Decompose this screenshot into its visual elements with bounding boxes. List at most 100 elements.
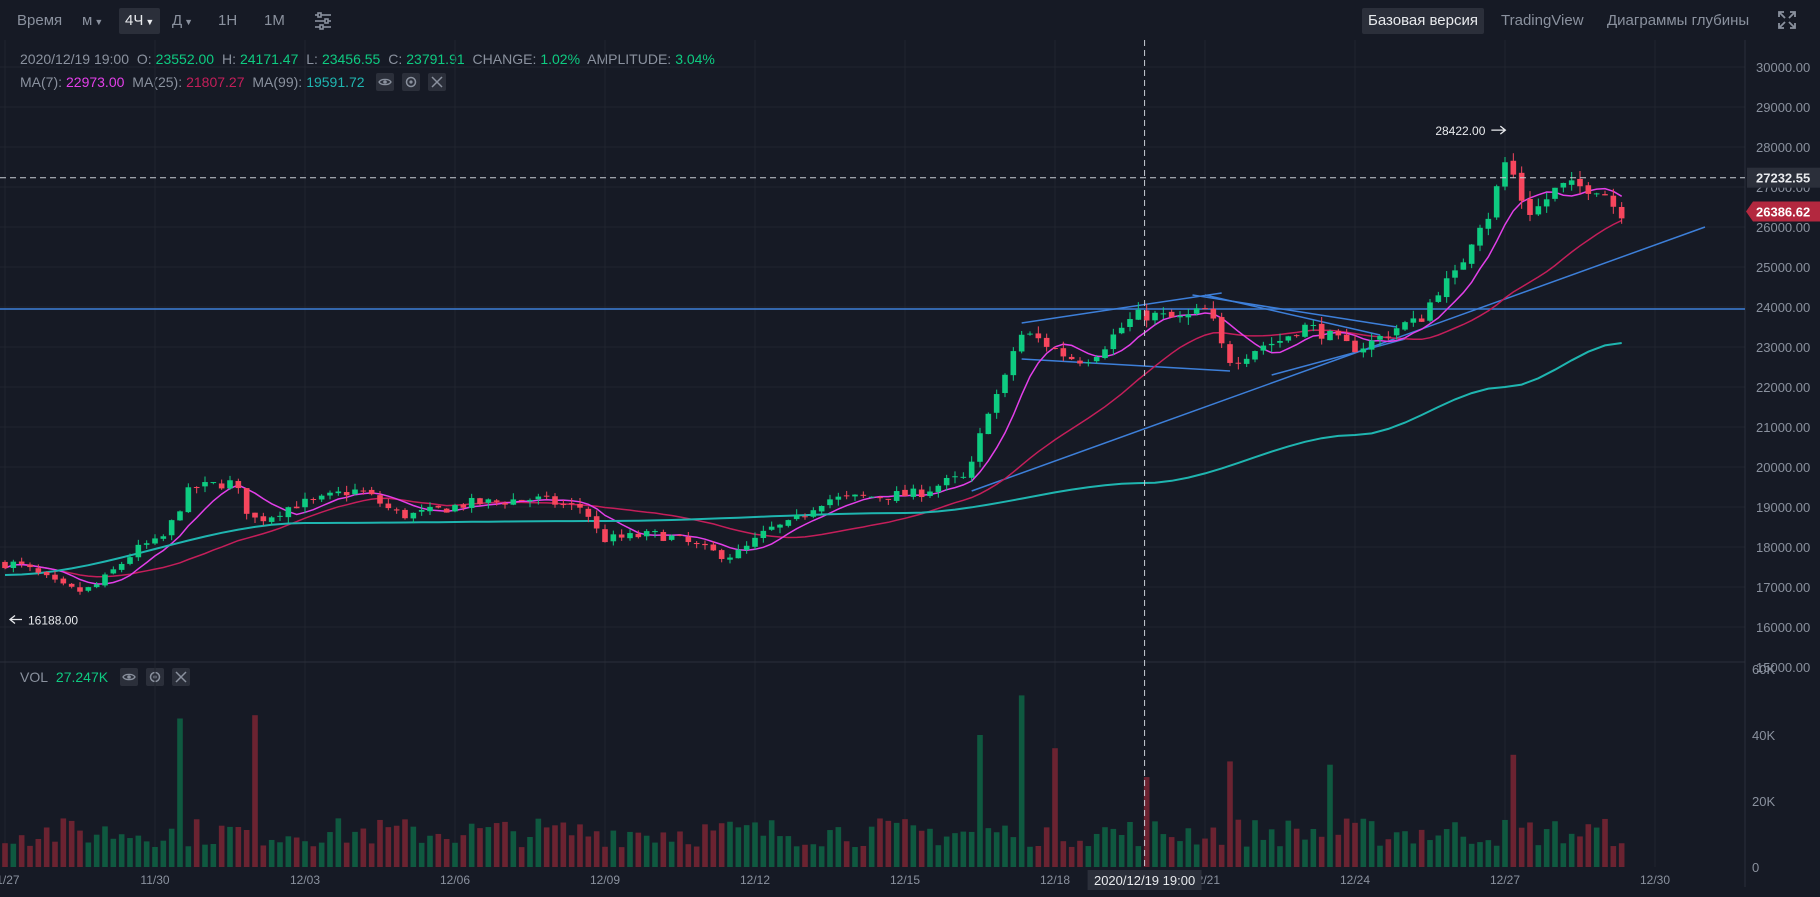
volume-bar xyxy=(1535,845,1542,867)
candle-body xyxy=(468,497,475,508)
candle-body xyxy=(1277,341,1283,343)
legend-open-value: 23552.00 xyxy=(155,51,215,67)
candle-body xyxy=(10,561,17,568)
settings-icon[interactable] xyxy=(402,73,421,92)
volume-bar xyxy=(102,826,108,867)
ma7-label: MA(7): xyxy=(20,74,62,90)
caret-down-icon: ▼ xyxy=(94,17,104,27)
volume-bar xyxy=(227,826,233,867)
candle-body xyxy=(843,495,850,497)
week-interval-button[interactable]: 1Н xyxy=(218,12,238,29)
candle-body xyxy=(927,491,933,497)
volume-bar xyxy=(602,846,608,867)
volume-bar xyxy=(1068,846,1075,867)
candle-body xyxy=(218,483,225,489)
volume-bar xyxy=(1085,846,1092,867)
candlestick-chart[interactable]: 30000.0029000.0028000.0027000.0026000.00… xyxy=(0,40,1820,897)
tradingview-tab[interactable]: TradingView xyxy=(1501,12,1584,29)
candle-body xyxy=(1518,172,1525,201)
volume-tick-label: 0 xyxy=(1752,860,1759,875)
candle-body xyxy=(1568,180,1575,185)
volume-bar xyxy=(660,832,667,867)
high-arrow-icon xyxy=(1491,125,1507,135)
candle-body xyxy=(552,496,558,505)
volume-bar xyxy=(560,822,567,867)
candle-body xyxy=(1510,160,1517,175)
volume-bar xyxy=(210,843,217,867)
volume-bar xyxy=(735,827,742,867)
volume-bar xyxy=(1485,840,1492,867)
candle-body xyxy=(435,505,442,508)
crosshair-price-tag xyxy=(1747,167,1820,188)
candle-body xyxy=(760,530,767,539)
volume-bar xyxy=(277,842,283,867)
volume-bar xyxy=(1610,846,1617,867)
candle-body xyxy=(752,537,758,547)
candle-body xyxy=(427,506,433,512)
candle-body xyxy=(968,461,975,478)
volume-bar xyxy=(810,844,817,867)
candle-body xyxy=(1077,360,1083,364)
candle-body xyxy=(593,516,600,529)
candle-body xyxy=(18,561,25,564)
volume-bar xyxy=(193,819,200,867)
candle-body xyxy=(1260,345,1267,351)
legend-date: 2020/12/19 19:00 xyxy=(20,51,129,67)
eye-icon[interactable] xyxy=(119,668,138,687)
close-icon[interactable] xyxy=(428,73,447,92)
fullscreen-icon[interactable] xyxy=(1776,9,1798,31)
volume-bar xyxy=(52,841,58,867)
time-button[interactable]: Время xyxy=(17,12,63,29)
volume-bar xyxy=(1477,842,1483,867)
candle-body xyxy=(35,568,42,573)
candle-body xyxy=(777,524,783,528)
volume-bar xyxy=(1427,840,1433,867)
volume-bar xyxy=(1160,834,1167,867)
candle-body xyxy=(1210,308,1217,319)
volume-bar xyxy=(618,847,625,867)
depth-chart-tab[interactable]: Диаграммы глубины xyxy=(1607,12,1750,29)
volume-bar xyxy=(1468,843,1475,867)
candle-body xyxy=(185,487,192,513)
candle-body xyxy=(1310,324,1317,326)
candle-body xyxy=(585,508,592,517)
close-icon[interactable] xyxy=(171,668,190,687)
volume-bar xyxy=(77,830,83,867)
candle-body xyxy=(1243,358,1250,364)
volume-bar xyxy=(1293,828,1300,867)
candle-body xyxy=(502,503,508,505)
candle-body xyxy=(802,516,808,518)
volume-bar xyxy=(1560,843,1567,867)
eye-icon[interactable] xyxy=(376,73,395,92)
volume-bar xyxy=(43,827,50,867)
volume-bar xyxy=(10,843,17,867)
candle-body xyxy=(1202,308,1208,310)
month-interval-button[interactable]: 1М xyxy=(264,12,285,29)
volume-bar xyxy=(1210,827,1217,867)
basic-version-tab[interactable]: Базовая версия xyxy=(1362,8,1484,34)
volume-bar xyxy=(685,844,692,867)
candle-body xyxy=(810,510,817,517)
volume-bar xyxy=(1277,846,1283,867)
volume-bar xyxy=(2,843,8,867)
price-tick-label: 28000.00 xyxy=(1756,140,1810,155)
volume-bar xyxy=(1027,846,1033,867)
volume-bar xyxy=(552,825,558,867)
candle-body xyxy=(268,517,275,522)
settings-sliders-icon[interactable] xyxy=(312,10,334,32)
candle-body xyxy=(1577,178,1583,187)
volume-bar xyxy=(1135,846,1142,867)
volume-bar xyxy=(35,838,42,867)
minute-interval-dropdown[interactable]: м ▼ xyxy=(76,8,109,34)
candle-body xyxy=(1585,185,1592,194)
volume-bar xyxy=(360,828,367,867)
volume-bar xyxy=(1260,839,1267,867)
volume-bar xyxy=(1568,833,1575,867)
candle-body xyxy=(1085,362,1092,364)
candle-body xyxy=(85,587,92,591)
4h-interval-dropdown[interactable]: 4Ч ▼ xyxy=(119,8,161,34)
volume-bar xyxy=(252,715,258,867)
volume-bar xyxy=(1502,819,1508,867)
day-interval-dropdown[interactable]: Д ▼ xyxy=(166,8,199,34)
trend-line-drawing xyxy=(971,226,1706,492)
